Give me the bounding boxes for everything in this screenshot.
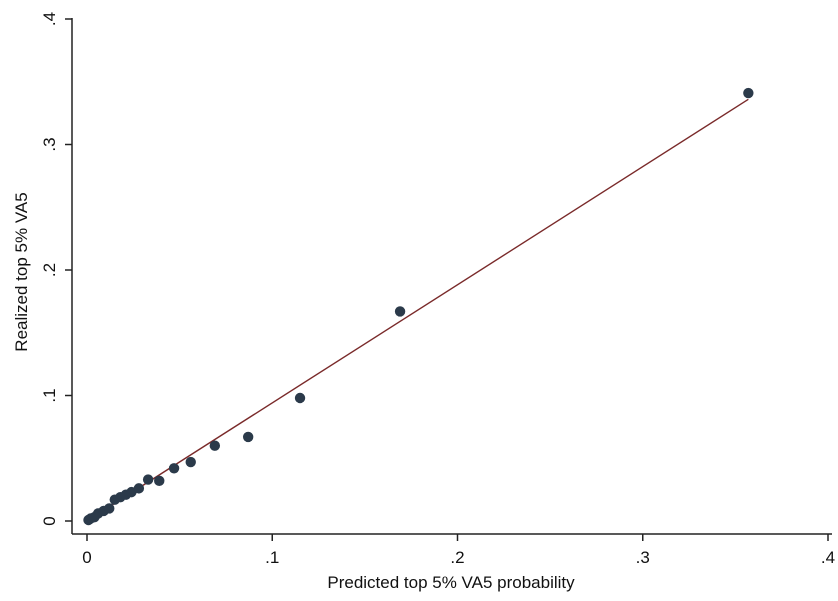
x-tick-label: .2 [450,548,464,567]
data-point [394,306,406,317]
data-points [83,87,754,526]
x-tick-label: 0 [82,548,91,567]
y-tick-label: .4 [40,12,59,26]
data-point [209,440,221,451]
data-point [743,87,754,99]
data-point [154,475,165,487]
x-tick-label: .3 [636,548,650,567]
x-tick-label: .1 [265,548,279,567]
data-point [294,392,306,404]
data-point [104,503,115,514]
fit-line [86,98,749,522]
data-point [133,483,145,494]
x-tick-label: .4 [821,548,835,567]
plot-frame [71,18,832,535]
fit-line-layer [86,98,749,522]
y-tick-label: .2 [40,263,59,277]
y-tick-label: .1 [40,388,59,402]
y-tick-label: 0 [40,516,59,525]
data-point [185,456,196,468]
data-point [242,431,254,443]
y-axis-title: Realized top 5% VA5 [12,192,31,351]
y-tick-label: .3 [40,137,59,151]
x-axis-title: Predicted top 5% VA5 probability [327,573,575,592]
y-axis-ticks: 0 .1 .2 .3 .4 [40,12,72,526]
data-point [142,474,154,485]
data-point [168,463,180,474]
x-axis-ticks: 0 .1 .2 .3 .4 [82,534,835,567]
